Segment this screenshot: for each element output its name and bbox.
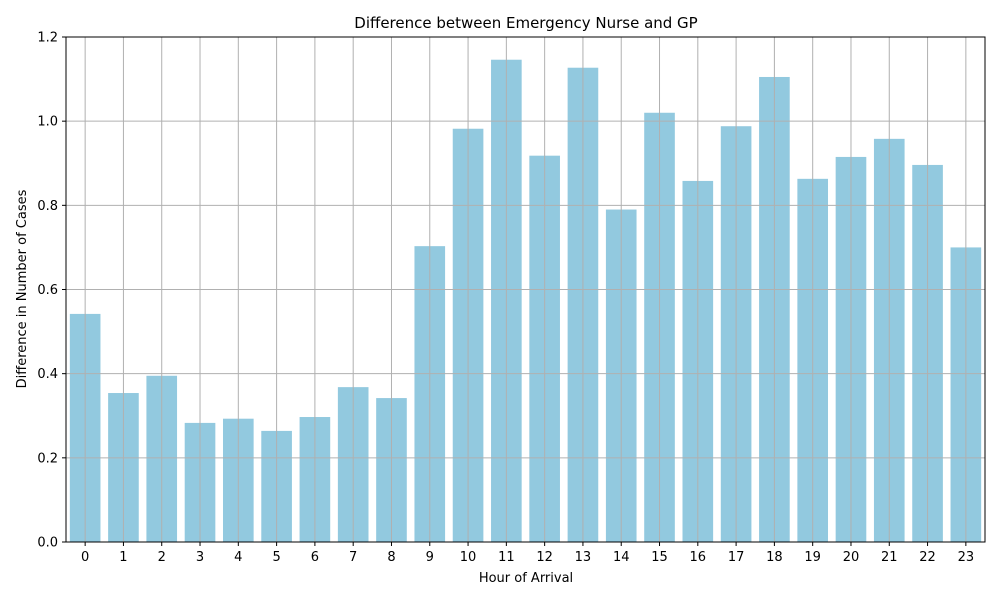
x-tick-label: 4 — [234, 550, 242, 565]
x-tick-label: 7 — [349, 550, 357, 565]
y-tick-label: 0.8 — [37, 199, 58, 214]
plot-frame — [65, 36, 986, 543]
x-tick-label: 3 — [196, 550, 204, 565]
x-tick-label: 2 — [158, 550, 166, 565]
y-tick-label: 0.6 — [37, 283, 58, 298]
x-tick-label: 21 — [881, 550, 898, 565]
y-tick-label: 0.0 — [37, 536, 58, 551]
x-tick-label: 16 — [690, 550, 707, 565]
chart-title: Difference between Emergency Nurse and G… — [354, 14, 697, 32]
y-tick-label: 1.0 — [37, 115, 58, 130]
x-tick-label: 17 — [728, 550, 745, 565]
x-axis-label: Hour of Arrival — [479, 571, 573, 586]
x-tick-label: 14 — [613, 550, 630, 565]
x-tick-label: 20 — [843, 550, 860, 565]
x-tick-label: 11 — [498, 550, 515, 565]
x-tick-label: 19 — [804, 550, 821, 565]
y-tick-label: 0.4 — [37, 367, 58, 382]
y-tick-label: 1.2 — [37, 31, 58, 46]
x-tick-label: 1 — [119, 550, 127, 565]
x-tick-label: 6 — [311, 550, 319, 565]
x-tick-label: 12 — [536, 550, 553, 565]
x-tick-label: 18 — [766, 550, 783, 565]
y-tick-label: 0.2 — [37, 451, 58, 466]
bars — [69, 59, 982, 543]
x-tick-label: 22 — [919, 550, 936, 565]
y-axis-label: Difference in Number of Cases — [15, 189, 30, 388]
x-tick-label: 13 — [575, 550, 592, 565]
x-tick-label: 15 — [651, 550, 668, 565]
x-tick-label: 10 — [460, 550, 477, 565]
axes: 0.00.20.40.60.81.01.20 1 2 3 4 5 6 7 8 9 10 11 12 13 1… — [37, 31, 986, 565]
x-tick-label: 9 — [426, 550, 434, 565]
x-tick-label: 8 — [387, 550, 395, 565]
x-tick-label: 5 — [272, 550, 280, 565]
x-tick-label: 23 — [958, 550, 975, 565]
x-tick-label: 0 — [81, 550, 89, 565]
